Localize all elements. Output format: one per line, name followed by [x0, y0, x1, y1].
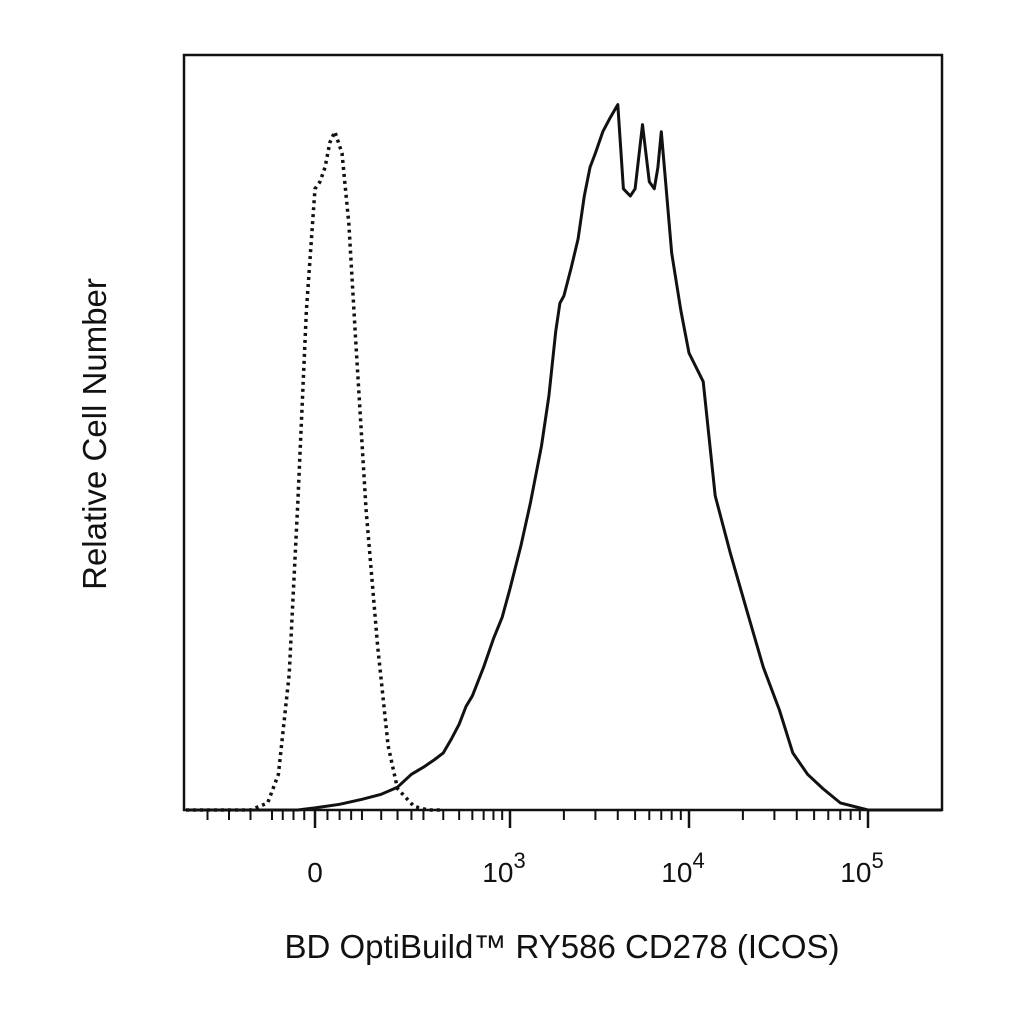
x-tick-label-base: 10	[661, 857, 692, 888]
x-tick-label-base: 10	[482, 857, 513, 888]
x-axis-minor-ticks	[206, 810, 861, 820]
x-tick-label-exponent: 5	[871, 848, 883, 873]
x-tick-label: 0	[307, 857, 323, 888]
x-tick-label-base: 0	[307, 857, 323, 888]
series-solid-line	[186, 103, 942, 812]
x-tick-label: 103	[482, 848, 525, 888]
x-axis-major-ticks	[313, 810, 870, 828]
x-tick-label-exponent: 4	[692, 848, 704, 873]
x-tick-label-exponent: 3	[513, 848, 525, 873]
x-axis-label: BD OptiBuild™ RY586 CD278 (ICOS)	[284, 928, 839, 965]
x-tick-label: 105	[840, 848, 883, 888]
x-tick-label-base: 10	[840, 857, 871, 888]
x-tick-label: 104	[661, 848, 704, 888]
series-layer	[186, 103, 942, 812]
x-axis-tick-labels: 0 103 104 105	[307, 848, 883, 888]
y-axis-label: Relative Cell Number	[76, 278, 113, 590]
series-dotted-line	[186, 129, 444, 812]
plot-frame	[182, 53, 944, 812]
